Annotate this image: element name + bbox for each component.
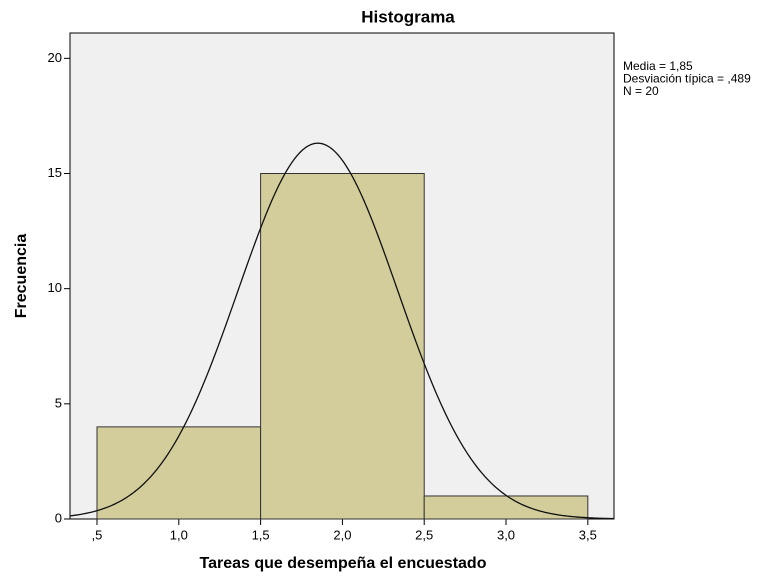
bar	[260, 173, 425, 520]
x-tick-label: 1,0	[170, 527, 188, 542]
y-tick-label: 0	[55, 510, 62, 525]
x-tick-label: ,5	[92, 527, 103, 542]
x-tick-label: 1,5	[252, 527, 270, 542]
x-tick-label: 2,0	[333, 527, 351, 542]
y-tick-label: 10	[48, 280, 62, 295]
y-tick-label: 15	[48, 165, 62, 180]
y-tick-label: 5	[55, 395, 62, 410]
chart-title: Histograma	[361, 7, 455, 26]
annotation: Desviación típica = ,489	[623, 72, 751, 86]
x-tick-label: 3,5	[579, 527, 597, 542]
bar	[96, 426, 262, 520]
normal-curve	[69, 142, 615, 520]
annotation: Media = 1,85	[623, 59, 693, 73]
x-axis-label: Tareas que desempeña el encuestado	[200, 555, 487, 572]
x-tick-label: 2,5	[415, 527, 433, 542]
y-tick-label: 20	[48, 50, 62, 65]
annotation: N = 20	[623, 84, 659, 98]
y-axis-label: Frecuencia	[13, 234, 30, 319]
x-tick-label: 3,0	[497, 527, 515, 542]
